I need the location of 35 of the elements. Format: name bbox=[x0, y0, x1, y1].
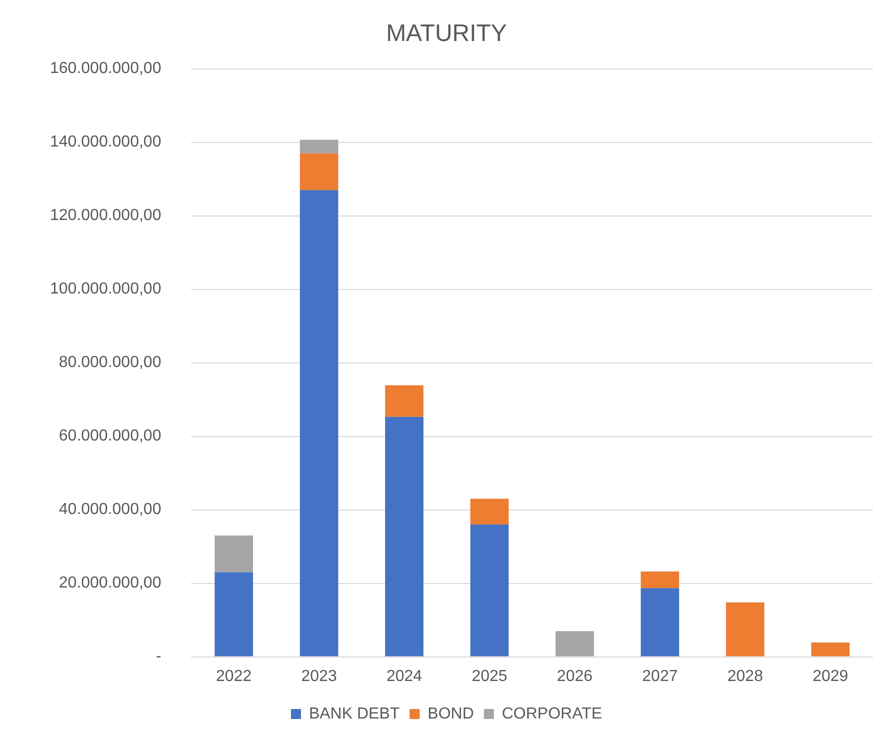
y-tick-label: 120.000.000,00 bbox=[50, 207, 162, 224]
bar bbox=[214, 572, 254, 656]
bar bbox=[640, 572, 680, 588]
x-tick-label: 2025 bbox=[472, 668, 508, 685]
y-tick-label: 60.000.000,00 bbox=[58, 428, 162, 445]
bar bbox=[556, 631, 594, 656]
x-tick-label: 2024 bbox=[386, 668, 422, 685]
x-tick-label: 2028 bbox=[727, 668, 764, 685]
y-tick-label: 40.000.000,00 bbox=[58, 501, 162, 518]
bar bbox=[726, 602, 764, 656]
bar bbox=[640, 588, 680, 656]
bar bbox=[385, 385, 424, 417]
bar bbox=[811, 642, 850, 656]
bar bbox=[300, 153, 338, 190]
x-tick-label: 2029 bbox=[812, 668, 848, 685]
legend-label: BANK DEBT bbox=[308, 705, 400, 722]
y-tick-label: 100.000.000,00 bbox=[50, 280, 162, 298]
y-tick-label: 140.000.000,00 bbox=[50, 134, 162, 151]
x-tick-label: 2023 bbox=[301, 668, 337, 685]
x-tick-label: 2022 bbox=[216, 668, 252, 685]
bar bbox=[385, 416, 424, 656]
y-tick-label: 80.000.000,00 bbox=[58, 354, 162, 372]
legend-label: BOND bbox=[428, 705, 474, 722]
y-tick-label: - bbox=[156, 648, 162, 666]
bar bbox=[214, 536, 254, 572]
bar bbox=[470, 524, 509, 656]
x-tick-label: 2026 bbox=[556, 668, 593, 685]
bar bbox=[300, 140, 338, 154]
y-tick-label: 20.000.000,00 bbox=[58, 574, 162, 592]
bar bbox=[470, 498, 509, 524]
x-tick-label: 2027 bbox=[642, 668, 678, 685]
y-tick-label: 160.000.000,00 bbox=[50, 60, 162, 78]
legend-label: CORPORATE bbox=[502, 705, 602, 722]
chart-title: MATURITY bbox=[386, 20, 507, 48]
bar bbox=[300, 190, 338, 656]
